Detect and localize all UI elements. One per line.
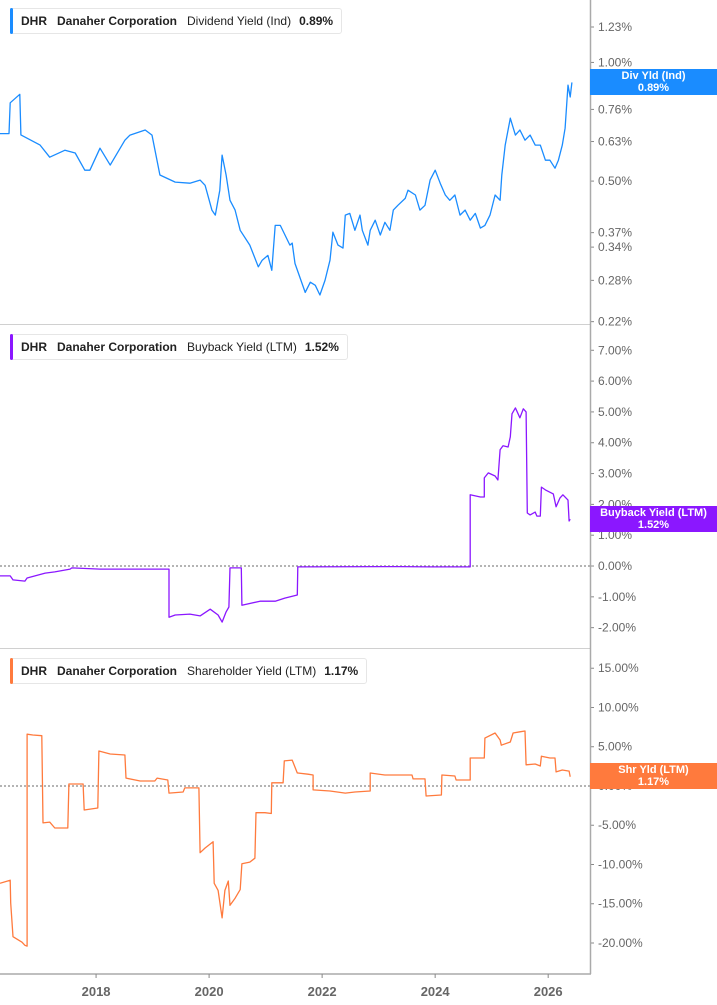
x-tick-label: 2026	[534, 984, 563, 999]
y-tick-label: -5.00%	[598, 818, 636, 832]
y-tick-label: 0.63%	[598, 135, 632, 149]
legend-ticker: DHR	[21, 14, 47, 28]
end-label-value: 1.52%	[637, 519, 670, 531]
y-tick-label: 0.76%	[598, 102, 632, 116]
y-tick-label: 0.28%	[598, 273, 632, 287]
series-line-2	[0, 730, 571, 947]
legend-dividend-yield: DHR Danaher Corporation Dividend Yield (…	[10, 8, 343, 34]
y-tick-label: 15.00%	[598, 661, 639, 675]
legend-ticker: DHR	[21, 340, 47, 354]
legend-color-bar	[10, 334, 13, 360]
y-tick-label: -1.00%	[598, 590, 636, 604]
x-tick-label: 2018	[82, 984, 111, 999]
x-tick-label: 2024	[421, 984, 451, 999]
y-tick-label: 1.00%	[598, 55, 632, 69]
end-label-name: Shr Yld (LTM)	[618, 764, 689, 776]
end-label-name: Buyback Yield (LTM)	[600, 507, 707, 519]
legend-metric: Shareholder Yield (LTM)	[187, 664, 317, 678]
y-tick-label: -20.00%	[598, 936, 643, 950]
legend-value: 0.89%	[299, 14, 334, 28]
end-label-value: 0.89%	[637, 82, 670, 94]
end-label-shareholder-yield: Shr Yld (LTM) 1.17%	[590, 763, 717, 789]
y-tick-label: -15.00%	[598, 897, 643, 911]
legend-metric: Dividend Yield (Ind)	[187, 14, 292, 28]
legend-color-bar	[10, 8, 13, 34]
x-tick-label: 2020	[195, 984, 224, 999]
y-tick-label: 6.00%	[598, 374, 632, 388]
y-tick-label: 7.00%	[598, 343, 632, 357]
y-tick-label: -10.00%	[598, 857, 643, 871]
y-tick-label: 0.50%	[598, 174, 632, 188]
series-line-1	[0, 407, 571, 623]
y-tick-label: 0.34%	[598, 240, 632, 254]
y-tick-label: 5.00%	[598, 740, 632, 754]
y-tick-label: 1.23%	[598, 20, 632, 34]
y-tick-label: 4.00%	[598, 436, 632, 450]
legend-color-bar	[10, 658, 13, 684]
end-label-dividend-yield: Div Yld (Ind) 0.89%	[590, 69, 717, 95]
y-tick-label: 5.00%	[598, 405, 632, 419]
y-tick-label: 0.00%	[598, 559, 632, 573]
end-label-name: Div Yld (Ind)	[621, 70, 686, 82]
y-tick-label: 0.22%	[598, 315, 632, 329]
legend-value: 1.17%	[324, 664, 359, 678]
legend-shareholder-yield: DHR Danaher Corporation Shareholder Yiel…	[10, 658, 368, 684]
y-tick-label: 0.37%	[598, 226, 632, 240]
end-label-value: 1.17%	[637, 776, 670, 788]
legend-buyback-yield: DHR Danaher Corporation Buyback Yield (L…	[10, 334, 348, 360]
y-tick-label: 3.00%	[598, 467, 632, 481]
x-tick-label: 2022	[308, 984, 337, 999]
y-tick-label: -2.00%	[598, 621, 636, 635]
legend-company: Danaher Corporation	[57, 14, 178, 28]
legend-value: 1.52%	[304, 340, 339, 354]
end-label-buyback-yield: Buyback Yield (LTM) 1.52%	[590, 506, 717, 532]
y-tick-label: 10.00%	[598, 700, 639, 714]
legend-ticker: DHR	[21, 664, 47, 678]
legend-metric: Buyback Yield (LTM)	[187, 340, 297, 354]
legend-company: Danaher Corporation	[57, 340, 178, 354]
legend-company: Danaher Corporation	[57, 664, 178, 678]
series-line-0	[0, 82, 573, 296]
